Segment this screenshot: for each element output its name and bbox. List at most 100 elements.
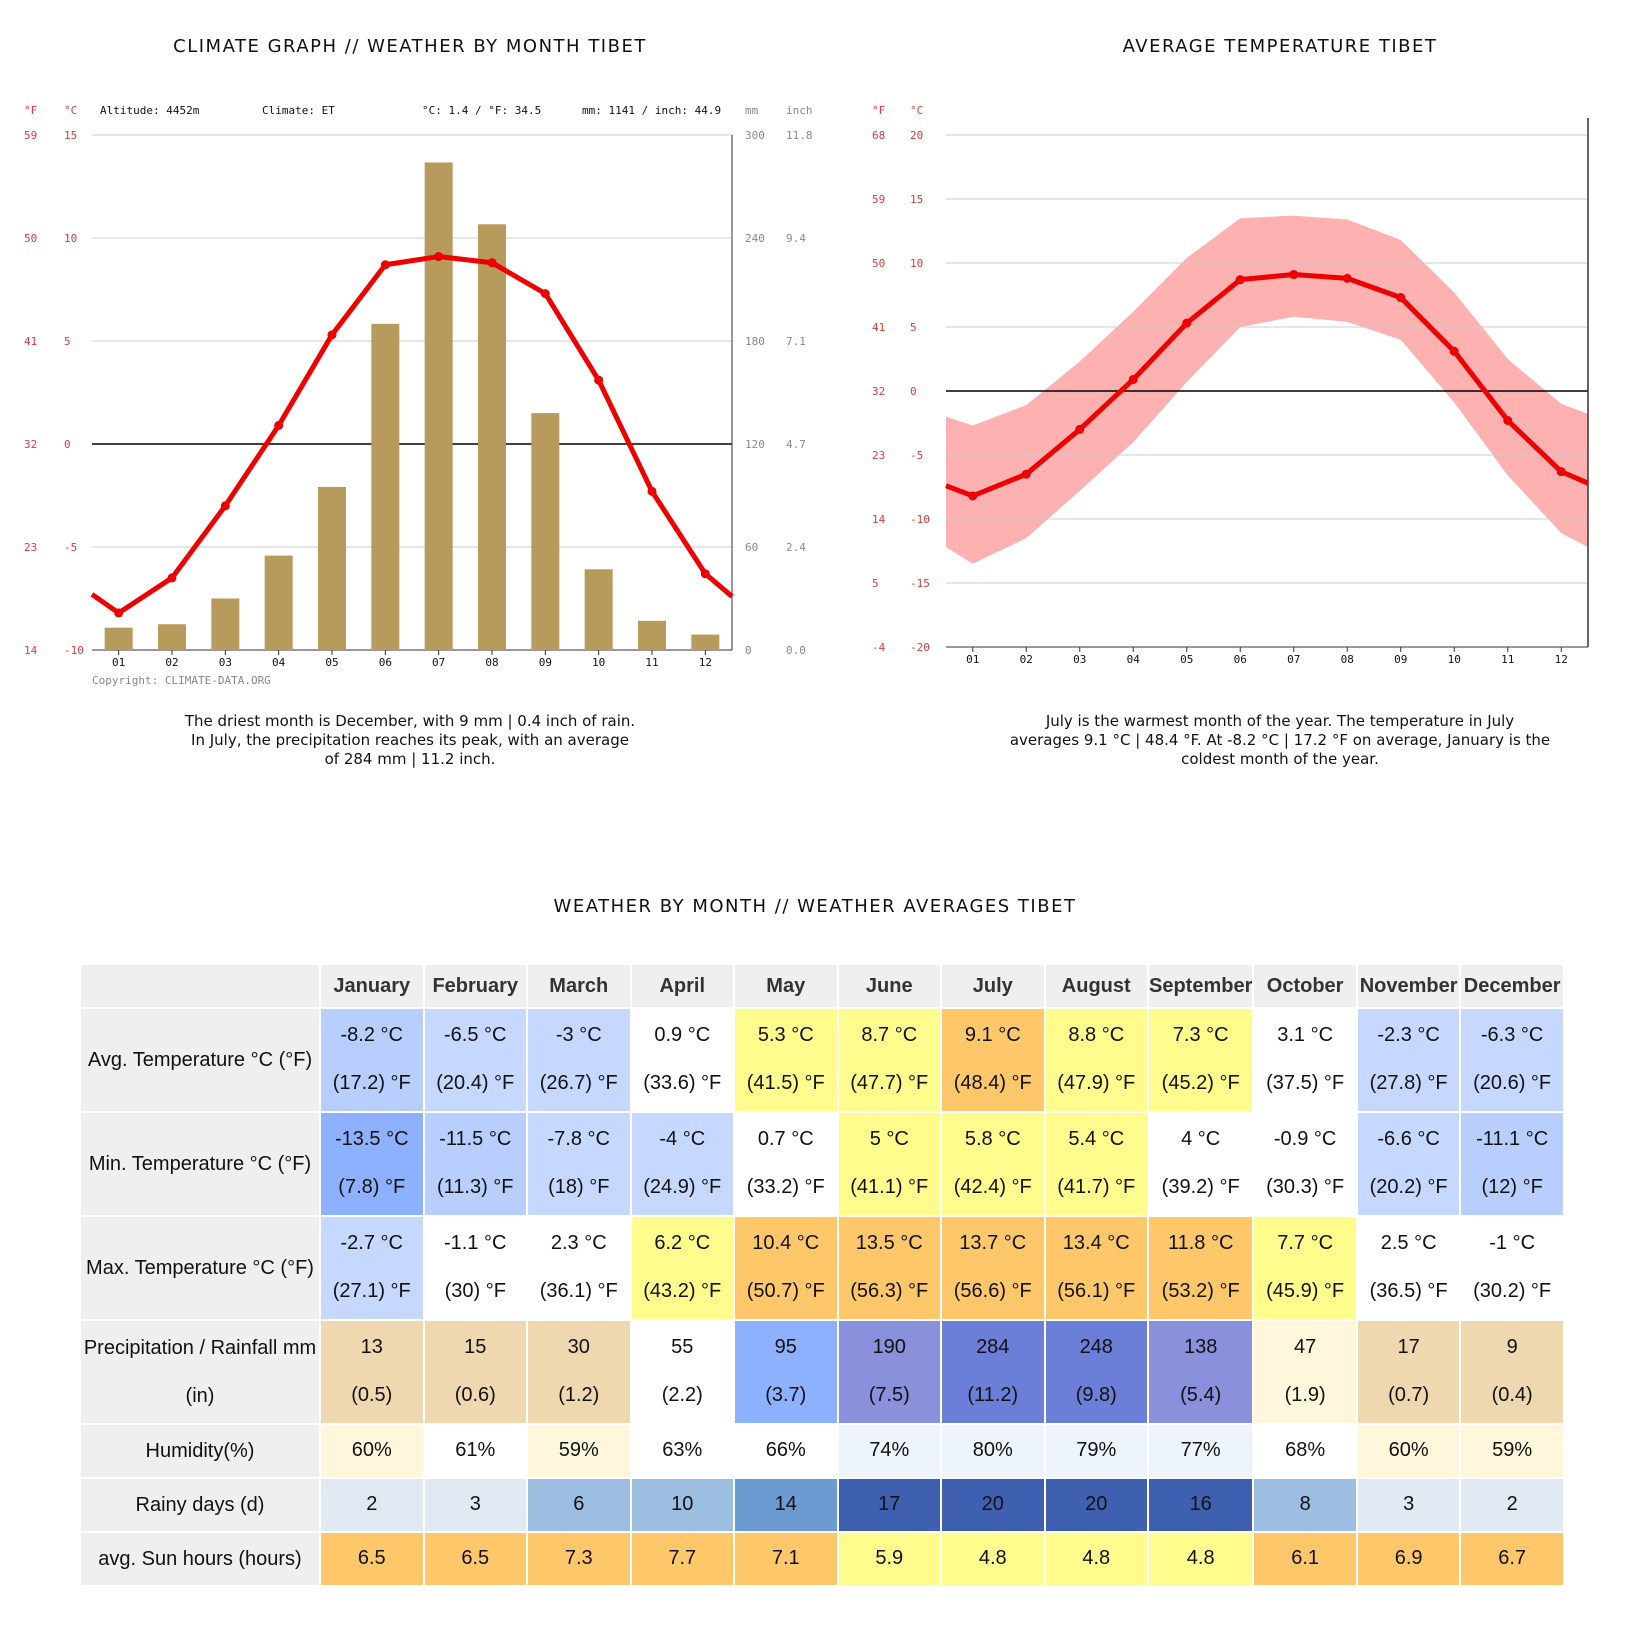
cell-primary-value: 2 [1506,1493,1518,1515]
climate-graph-title: CLIMATE GRAPH // WEATHER BY MONTH TIBET [173,36,647,57]
y-tick-label-inch: 0.0 [786,644,806,657]
y-tick-label-c: 5 [64,335,71,348]
climate-graph-chart: °F °C Altitude: 4452m Climate: ET °C: 1.4 / … [24,104,813,687]
cell-secondary-value: (39.2) °F [1161,1176,1240,1198]
temperature-point [220,501,230,511]
unit-label-f: °F [872,104,885,117]
table-cell: -0.9 °C (30.3) °F [1252,1111,1358,1217]
table-cell: 6.1 [1252,1531,1358,1587]
cell-primary-value: 6.7 [1498,1547,1527,1569]
cell-secondary-value: (0.7) [1388,1384,1430,1406]
cell-primary-value: 16 [1189,1493,1212,1515]
y-tick-label-f: 32 [24,438,37,451]
cell-primary-value: -6.6 °C [1377,1128,1440,1150]
table-cell: -6.5 °C (20.4) °F [422,1007,528,1113]
table-cell: 8.8 °C (47.9) °F [1043,1007,1149,1113]
cell-secondary-value: (42.4) °F [953,1176,1032,1198]
table-cell: 3 [1355,1477,1462,1533]
cell-primary-value: 11.8 °C [1167,1232,1234,1254]
y-tick-label-c: 10 [64,232,77,245]
cell-secondary-value: (56.3) °F [850,1280,929,1302]
y-tick-label-c: 0 [910,385,917,398]
table-cell: 7.3 °C (45.2) °F [1146,1007,1255,1113]
table-cell: 4.8 [1146,1531,1255,1587]
precip-bar [371,323,400,650]
table-corner [79,963,321,1009]
temperature-point [274,420,284,430]
precip-bar [104,627,133,650]
cell-secondary-value: (56.1) °F [1057,1280,1136,1302]
precip-bar [691,634,720,650]
month-header: February [422,963,528,1009]
cell-secondary-value: (30.3) °F [1266,1176,1345,1198]
avg-temperature-point [1075,424,1085,434]
x-tick-label: 01 [966,653,979,666]
table-cell: 61% [422,1423,528,1479]
cell-primary-value: 30 [567,1336,590,1358]
x-tick-label: 05 [325,656,338,669]
y-tick-label-f: 14 [872,513,886,526]
table-cell: 2 [1459,1477,1565,1533]
cell-primary-value: 248 [1079,1336,1113,1358]
avg-temperature-point [1128,374,1138,384]
cell-secondary-value: (27.8) °F [1369,1072,1448,1094]
cell-secondary-value: (43.2) °F [643,1280,722,1302]
cell-primary-value: 3 [469,1493,481,1515]
table-cell: 13.7 °C (56.6) °F [940,1215,1046,1321]
cell-primary-value: 55 [671,1336,694,1358]
y-tick-label-f: 23 [872,449,885,462]
temperature-point [327,330,337,340]
row-label: Precipitation / Rainfall mm (in) [79,1319,321,1425]
y-tick-label-f: 68 [872,129,885,142]
cell-primary-value: 95 [774,1336,797,1358]
weather-table-title: WEATHER BY MONTH // WEATHER AVERAGES TIB… [553,896,1077,917]
cell-secondary-value: (24.9) °F [643,1176,722,1198]
table-cell: -6.3 °C (20.6) °F [1459,1007,1565,1113]
unit-label-inch: inch [786,104,813,117]
cell-secondary-value: (53.2) °F [1161,1280,1240,1302]
cell-secondary-value: (47.7) °F [850,1072,929,1094]
table-cell: 9 (0.4) [1459,1319,1565,1425]
cell-primary-value: 7.3 [564,1547,593,1569]
x-tick-label: 04 [1127,653,1141,666]
y-tick-label-mm: 300 [745,129,765,142]
cell-secondary-value: (47.9) °F [1057,1072,1136,1094]
cell-primary-value: 59% [1492,1439,1533,1461]
table-cell: 79% [1043,1423,1149,1479]
row-label: Humidity(%) [79,1423,321,1479]
x-tick-label: 03 [219,656,232,669]
temperature-point [114,608,124,618]
table-cell: 20 [1043,1477,1149,1533]
x-tick-label: 09 [539,656,552,669]
row-label: Avg. Temperature °C (°F) [79,1007,321,1113]
table-cell: 4.8 [1043,1531,1149,1587]
y-tick-label-c: 20 [910,129,923,142]
table-cell: 6 [526,1477,632,1533]
climate-info: Climate: ET [262,104,335,117]
unit-label-f: °F [24,104,37,117]
unit-label-c: °C [64,104,77,117]
y-tick-label-f: 50 [24,232,37,245]
cell-primary-value: 7.7 °C [1277,1232,1334,1254]
cell-secondary-value: (45.2) °F [1161,1072,1240,1094]
x-tick-label: 04 [272,656,286,669]
cell-secondary-value: (1.9) [1284,1384,1326,1406]
table-row: Humidity(%) 60% 61% 59% 63% 66% 74% 80% 79% 77% 68… [79,1423,1565,1479]
cell-primary-value: -11.5 °C [439,1128,512,1150]
table-cell: 0.7 °C (33.2) °F [733,1111,839,1217]
table-cell: 5 °C (41.1) °F [836,1111,942,1217]
cell-primary-value: -2.3 °C [1377,1024,1440,1046]
table-cell: 95 (3.7) [733,1319,839,1425]
cell-primary-value: 8 [1299,1493,1311,1515]
cell-primary-value: 74% [869,1439,910,1461]
table-cell: 7.7 [629,1531,735,1587]
cell-primary-value: 77% [1180,1439,1221,1461]
month-header: March [526,963,632,1009]
altitude-info: Altitude: 4452m [100,104,200,117]
cell-secondary-value: (27.1) °F [332,1280,411,1302]
cell-primary-value: 6.1 [1291,1547,1320,1569]
cell-primary-value: -6.3 °C [1480,1024,1544,1046]
cell-primary-value: 6.5 [357,1547,386,1569]
table-cell: 284 (11.2) [940,1319,1046,1425]
y-tick-label-inch: 2.4 [786,541,806,554]
